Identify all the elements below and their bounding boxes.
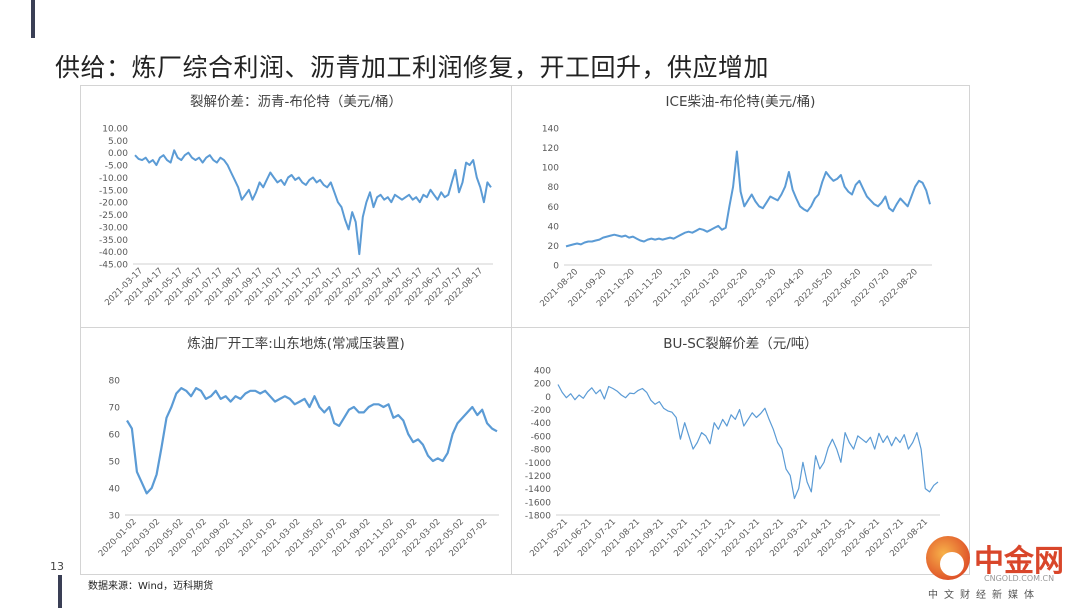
y-tick-label: 200 [534, 380, 551, 390]
series-line [557, 384, 939, 500]
chart-svg: 1401201008060402002021-08-202021-09-2020… [538, 125, 932, 309]
y-tick-label: 100 [542, 164, 559, 174]
logo-subtitle: 中文财经新媒体 [928, 590, 1040, 601]
y-tick-label: -10.00 [99, 174, 128, 184]
y-tick-label: -45.00 [99, 261, 128, 271]
y-tick-label: 40 [548, 222, 560, 232]
chart-panel-gasoil-crack: ICE柴油-布伦特(美元/桶) 140 120 100 80 60 40 20 0 2021-0… [511, 85, 970, 328]
chart-panel-asphalt-crack: 裂解价差：沥青-布伦特（美元/桶） 10.00 5.00 0.00 -5.00 -10.… [80, 85, 512, 328]
series-line [134, 149, 492, 256]
chart-svg: 10.00 5.00 0.00 -5.00 -10.00 -15.00 -20.00 -25.… [99, 125, 493, 308]
watermark-logo: 中金网 CNGOLD.COM.CN 中文财经新媒体 [922, 530, 1080, 608]
top-accent-bar [31, 0, 35, 38]
chart-svg: 8070605040302020-01-022020-03-022020-05-… [97, 377, 499, 559]
y-tick-label: -15.00 [99, 186, 128, 196]
y-tick-label: -1600 [525, 498, 551, 508]
y-tick-label: -800 [531, 446, 552, 456]
y-tick-label: -40.00 [99, 248, 128, 258]
y-tick-label: -25.00 [99, 211, 128, 221]
y-tick-label: 400 [534, 367, 551, 377]
y-tick-label: 120 [542, 144, 559, 154]
logo-url: CNGOLD.COM.CN [984, 574, 1055, 583]
logo-icon [926, 536, 970, 580]
y-tick-label: 50 [109, 458, 121, 468]
y-tick-label: -1400 [525, 485, 551, 495]
chart-panel-shandong-utilization: 炼油厂开工率:山东地炼(常减压装置) 80 70 60 50 40 30 2020-01-0… [80, 327, 512, 575]
y-tick-label: 10.00 [102, 125, 128, 135]
y-tick-label: -1800 [525, 512, 551, 522]
series-line [565, 150, 931, 248]
chart-title: BU-SC裂解价差（元/吨） [663, 336, 818, 352]
y-tick-label: -5.00 [105, 162, 129, 172]
chart-title: 炼油厂开工率:山东地炼(常减压装置) [187, 336, 405, 352]
y-tick-label: -30.00 [99, 223, 128, 233]
y-tick-label: 0.00 [108, 149, 128, 159]
y-tick-label: -200 [531, 406, 552, 416]
y-tick-label: 60 [548, 203, 560, 213]
y-tick-label: 70 [109, 404, 121, 414]
chart-svg: 400 200 0 -200 -400 -600 -800 -1000 -1200 -1400 -1… [525, 367, 940, 559]
y-tick-label: 30 [109, 512, 121, 522]
y-tick-label: 5.00 [108, 137, 128, 147]
y-tick-label: -600 [531, 432, 552, 442]
y-tick-label: -1000 [525, 459, 551, 469]
y-tick-label: -35.00 [99, 236, 128, 246]
y-tick-label: 80 [548, 183, 560, 193]
y-tick-label: 0 [545, 393, 551, 403]
slide-title: 供给：炼厂综合利润、沥青加工利润修复，开工回升，供应增加 [55, 53, 770, 82]
source-note: 数据来源：Wind，迈科期货 [88, 581, 214, 592]
chart-title: ICE柴油-布伦特(美元/桶) [665, 94, 816, 110]
bottom-accent-bar [58, 575, 62, 608]
y-tick-label: -400 [531, 419, 552, 429]
y-tick-label: 80 [109, 377, 121, 387]
y-tick-label: 0 [553, 262, 559, 272]
chart-panel-bu-sc-crack: BU-SC裂解价差（元/吨） 400 200 0 -200 -400 -600 -800 -1… [511, 327, 970, 575]
page-number: 13 [50, 560, 64, 573]
y-tick-label: -20.00 [99, 199, 128, 209]
chart-title: 裂解价差：沥青-布伦特（美元/桶） [190, 94, 402, 110]
y-tick-label: 20 [548, 242, 560, 252]
logo-name: 中金网 [974, 544, 1064, 579]
y-tick-label: 60 [109, 431, 121, 441]
series-line [126, 386, 498, 495]
y-tick-label: -1200 [525, 472, 551, 482]
y-tick-label: 140 [542, 125, 559, 135]
y-tick-label: 40 [109, 485, 121, 495]
